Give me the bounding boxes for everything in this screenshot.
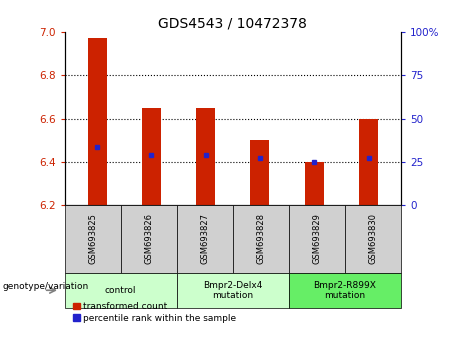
- Bar: [88, 38, 106, 205]
- Bar: [196, 108, 215, 205]
- Text: GSM693825: GSM693825: [88, 213, 97, 264]
- Text: GSM693828: GSM693828: [256, 213, 266, 264]
- Text: GSM693827: GSM693827: [200, 213, 209, 264]
- Bar: [359, 119, 378, 205]
- Text: Bmpr2-R899X
mutation: Bmpr2-R899X mutation: [313, 281, 377, 300]
- Title: GDS4543 / 10472378: GDS4543 / 10472378: [159, 17, 307, 31]
- Text: GSM693826: GSM693826: [144, 213, 153, 264]
- Bar: [142, 108, 161, 205]
- Bar: [250, 140, 269, 205]
- Legend: transformed count, percentile rank within the sample: transformed count, percentile rank withi…: [69, 298, 240, 326]
- Text: GSM693830: GSM693830: [368, 213, 378, 264]
- Bar: [305, 162, 324, 205]
- Text: GSM693829: GSM693829: [313, 213, 321, 264]
- Text: control: control: [105, 286, 136, 295]
- Text: Bmpr2-Delx4
mutation: Bmpr2-Delx4 mutation: [203, 281, 262, 300]
- Text: genotype/variation: genotype/variation: [2, 282, 89, 291]
